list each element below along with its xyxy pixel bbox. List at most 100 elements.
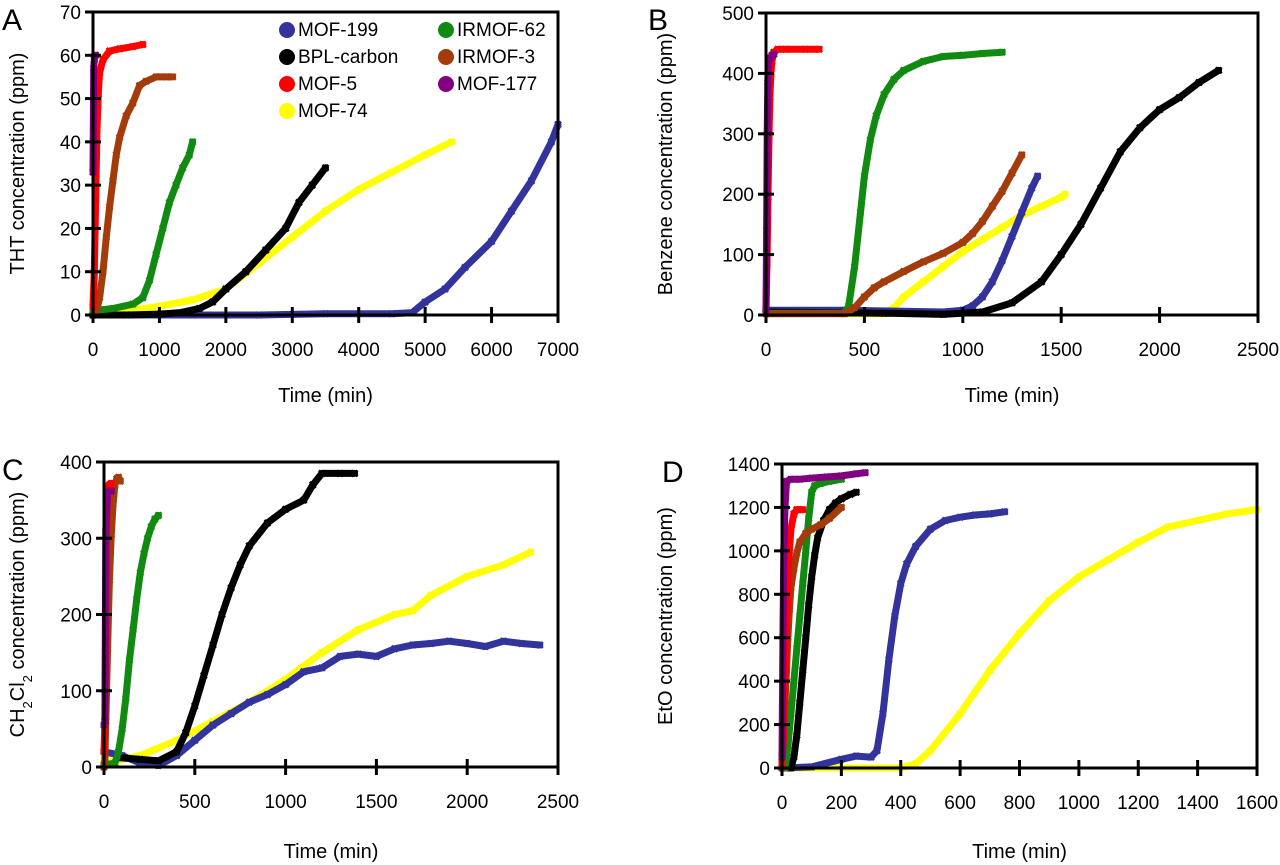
data-point — [517, 639, 526, 648]
data-point — [958, 247, 967, 256]
y-tick-label: 400 — [60, 453, 92, 474]
panel-letter: B — [648, 4, 668, 37]
y-tick-label: 200 — [738, 716, 770, 737]
series-mof-74 — [790, 506, 1261, 772]
x-tick-label: 1500 — [355, 792, 397, 813]
x-tick-label: 7000 — [537, 340, 579, 361]
y-tick-label: 0 — [759, 759, 770, 780]
data-point — [109, 500, 117, 508]
data-point — [1033, 172, 1042, 180]
data-point — [140, 549, 148, 558]
data-point — [787, 475, 795, 484]
legend-marker-icon — [279, 103, 295, 119]
data-point — [95, 293, 104, 302]
data-point — [919, 57, 928, 66]
data-point — [218, 610, 226, 619]
data-point — [336, 652, 344, 661]
data-point — [261, 246, 270, 254]
y-tick-label: 1400 — [728, 455, 770, 476]
data-point — [870, 283, 879, 292]
data-point — [318, 648, 326, 657]
data-point — [152, 73, 160, 81]
x-tick-label: 1000 — [264, 792, 306, 813]
data-point — [998, 48, 1007, 57]
data-point — [792, 549, 801, 557]
data-point — [1134, 538, 1143, 547]
data-point — [321, 207, 330, 215]
data-point — [801, 45, 810, 54]
data-point — [850, 262, 859, 271]
data-point — [299, 667, 308, 676]
data-point — [1015, 629, 1024, 638]
data-point — [1045, 596, 1054, 605]
data-point — [795, 698, 804, 707]
data-point — [125, 656, 134, 665]
data-point — [128, 99, 137, 107]
data-point — [441, 285, 449, 293]
data-point — [288, 233, 297, 241]
data-point — [165, 198, 174, 207]
data-point — [1017, 208, 1026, 217]
data-point — [911, 542, 920, 551]
data-point — [138, 40, 147, 49]
data-point — [902, 560, 911, 568]
data-point — [426, 591, 435, 600]
data-point — [795, 538, 804, 547]
data-point — [804, 601, 813, 610]
data-point — [136, 568, 145, 577]
data-point — [807, 573, 816, 581]
data-point — [825, 505, 834, 514]
x-tick-label: 5000 — [404, 340, 446, 361]
data-point — [241, 267, 250, 276]
data-point — [807, 525, 816, 534]
data-point — [958, 51, 967, 60]
y-tick-label: 400 — [738, 672, 770, 693]
data-point — [527, 176, 536, 185]
legend-marker-icon — [438, 22, 454, 38]
x-tick-label: 2000 — [446, 792, 488, 813]
y-tick-label: 100 — [722, 246, 754, 267]
data-point — [408, 606, 417, 615]
y-tick-label: 50 — [60, 90, 81, 111]
data-point — [421, 298, 430, 306]
data-point — [388, 168, 396, 177]
data-point — [115, 133, 124, 142]
data-point — [308, 480, 317, 489]
data-point — [463, 572, 472, 581]
data-point — [102, 233, 111, 241]
data-point — [281, 224, 290, 233]
data-point — [547, 137, 556, 146]
data-point — [1223, 510, 1232, 518]
data-point — [846, 490, 855, 499]
data-point — [998, 187, 1007, 196]
data-point — [781, 45, 790, 54]
data-point — [147, 522, 156, 531]
data-point — [1193, 516, 1202, 525]
data-point — [801, 633, 810, 642]
data-point — [815, 45, 824, 54]
y-tick-label: 500 — [722, 4, 754, 25]
data-point — [852, 752, 861, 760]
data-point — [873, 746, 881, 755]
legend-label: MOF-177 — [457, 74, 537, 95]
data-point — [178, 163, 187, 172]
data-point — [461, 263, 469, 272]
data-point — [227, 583, 236, 592]
data-point — [421, 150, 430, 159]
legend-label: IRMOF-3 — [457, 47, 535, 68]
series-group — [778, 468, 1261, 772]
data-point — [852, 488, 861, 497]
data-point — [1008, 299, 1016, 307]
data-point — [168, 73, 177, 81]
data-point — [985, 510, 994, 518]
x-tick-label: 1600 — [1236, 793, 1278, 814]
data-point — [112, 150, 121, 159]
data-point — [487, 237, 496, 246]
x-axis-label: Time (min) — [965, 385, 1060, 407]
x-tick-label: 800 — [1004, 793, 1036, 814]
data-point — [795, 612, 804, 620]
data-point — [135, 81, 144, 90]
data-point — [188, 295, 197, 304]
data-point — [195, 304, 204, 313]
data-point — [128, 300, 137, 309]
